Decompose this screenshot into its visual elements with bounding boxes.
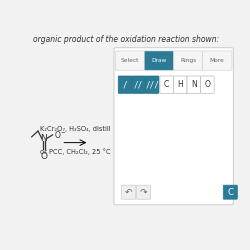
Text: Rings: Rings xyxy=(180,58,196,63)
FancyBboxPatch shape xyxy=(174,76,187,93)
FancyBboxPatch shape xyxy=(187,76,200,93)
FancyBboxPatch shape xyxy=(114,48,233,205)
Text: //: // xyxy=(134,80,143,89)
Text: /: / xyxy=(123,80,127,89)
FancyBboxPatch shape xyxy=(202,51,232,70)
FancyBboxPatch shape xyxy=(160,76,173,93)
Text: ///: /// xyxy=(145,80,159,89)
FancyBboxPatch shape xyxy=(136,185,150,199)
Text: K₂Cr₂O₇, H₂SO₄, distill: K₂Cr₂O₇, H₂SO₄, distill xyxy=(40,126,111,132)
FancyBboxPatch shape xyxy=(200,76,214,93)
FancyBboxPatch shape xyxy=(118,76,132,93)
Text: N: N xyxy=(191,80,197,89)
FancyBboxPatch shape xyxy=(144,51,174,70)
Text: H: H xyxy=(177,80,183,89)
FancyBboxPatch shape xyxy=(145,76,159,93)
Text: More: More xyxy=(210,58,224,63)
Text: ↷: ↷ xyxy=(140,188,147,197)
Text: O: O xyxy=(40,152,47,161)
FancyBboxPatch shape xyxy=(223,185,238,199)
Text: C: C xyxy=(228,188,233,197)
Text: C: C xyxy=(164,80,169,89)
Text: organic product of the oxidation reaction shown:: organic product of the oxidation reactio… xyxy=(33,35,220,44)
FancyBboxPatch shape xyxy=(115,51,145,70)
Text: Draw: Draw xyxy=(152,58,167,63)
FancyBboxPatch shape xyxy=(122,185,136,199)
Text: Select: Select xyxy=(121,58,139,63)
FancyBboxPatch shape xyxy=(132,76,145,93)
FancyBboxPatch shape xyxy=(174,51,203,70)
Text: ↶: ↶ xyxy=(125,188,132,197)
Text: O: O xyxy=(204,80,210,89)
Text: O$^{-}$: O$^{-}$ xyxy=(54,130,66,140)
Text: N: N xyxy=(40,134,47,143)
Text: or PCC, CH₂Cl₂, 25 °C: or PCC, CH₂Cl₂, 25 °C xyxy=(40,148,111,155)
